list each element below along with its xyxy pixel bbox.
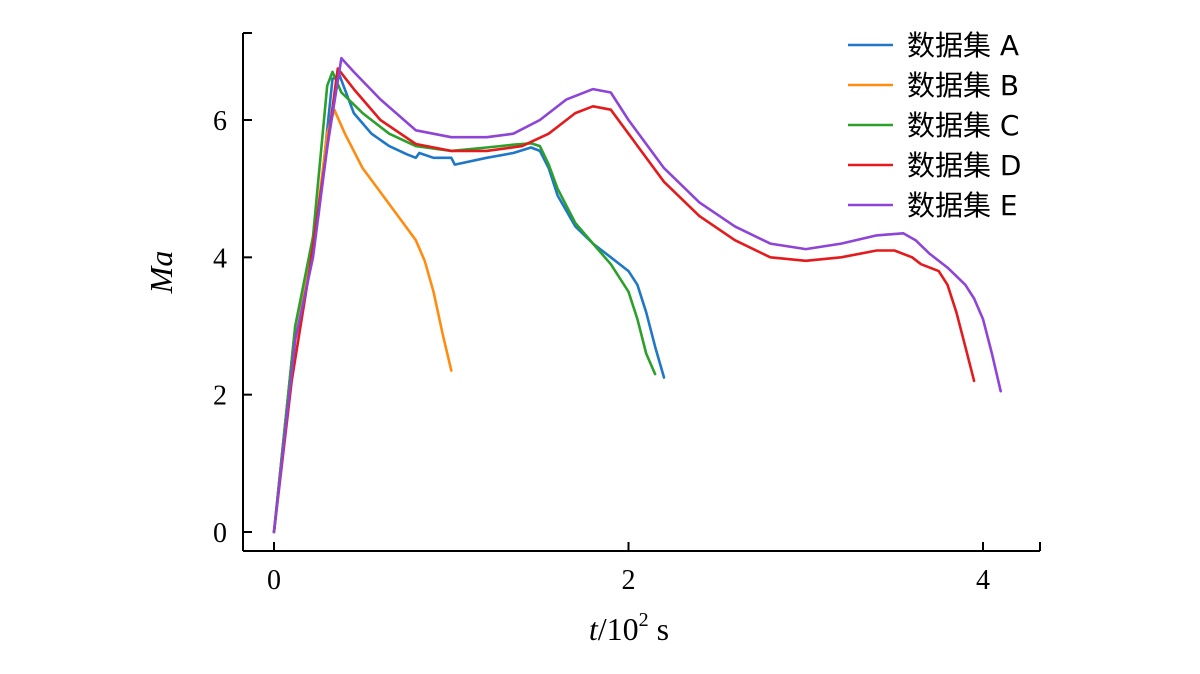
- legend-item: 数据集 C: [848, 109, 1019, 142]
- legend-item: 数据集 D: [848, 149, 1021, 182]
- legend-item: 数据集 B: [848, 69, 1019, 102]
- legend-item: 数据集 E: [848, 189, 1018, 222]
- x-axis-title-unit: s: [649, 611, 669, 647]
- legend-item: 数据集 A: [848, 29, 1019, 62]
- legend-label: 数据集 B: [907, 69, 1019, 102]
- series-line-c: [272, 70, 657, 534]
- plot-area: [272, 56, 1003, 534]
- x-axis-title-variable: t: [589, 611, 599, 647]
- legend-label: 数据集 D: [907, 149, 1021, 182]
- x-axis-title: t/102 s: [589, 609, 669, 647]
- series-line-e: [272, 56, 1003, 534]
- y-tick-label: 6: [213, 106, 227, 137]
- legend-label: 数据集 C: [907, 109, 1019, 142]
- series-line-a: [272, 74, 666, 534]
- legend: 数据集 A 数据集 B 数据集 C 数据集 D 数据集 E: [848, 29, 1021, 222]
- legend-label: 数据集 A: [907, 29, 1019, 62]
- y-tick-label: 2: [213, 381, 227, 412]
- y-axis-title: Ma: [143, 251, 179, 295]
- y-tick-label: 0: [213, 518, 227, 549]
- series-line-d: [272, 67, 976, 534]
- y-tick-label: 4: [213, 243, 227, 274]
- x-tick-label: 4: [976, 565, 990, 596]
- x-tick-label: 2: [622, 565, 636, 596]
- x-axis-title-exponent: 2: [639, 609, 649, 631]
- x-axis-title-scale: /10: [598, 611, 639, 647]
- legend-label: 数据集 E: [907, 189, 1018, 222]
- x-tick-label: 0: [267, 565, 281, 596]
